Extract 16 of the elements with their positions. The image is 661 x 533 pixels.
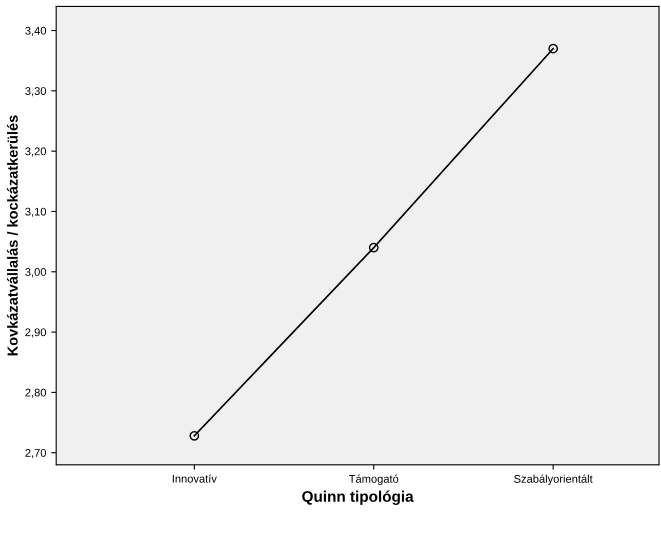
x-tick-label: Innovatív [172, 474, 217, 483]
y-tick-label: 3,00 [25, 268, 46, 278]
y-tick-label: 3,20 [25, 147, 46, 157]
y-tick-label: 3,40 [25, 26, 46, 36]
y-tick-label: 3,10 [25, 208, 46, 217]
y-axis-title: Kovkázatvállalás / kockázatkerülés [6, 115, 18, 356]
x-tick-label: Szabályorientált [514, 474, 593, 485]
x-tick-label: Támogató [348, 474, 398, 485]
y-tick-label: 2,90 [25, 328, 46, 338]
y-tick-label: 3,30 [25, 87, 46, 96]
point [548, 44, 558, 54]
point [368, 242, 379, 253]
y-tick-label: 2,70 [25, 448, 46, 458]
point [189, 430, 200, 441]
x-axis-title: Quinn tipológia [302, 490, 414, 505]
y-tick-label: 2,80 [25, 388, 46, 398]
